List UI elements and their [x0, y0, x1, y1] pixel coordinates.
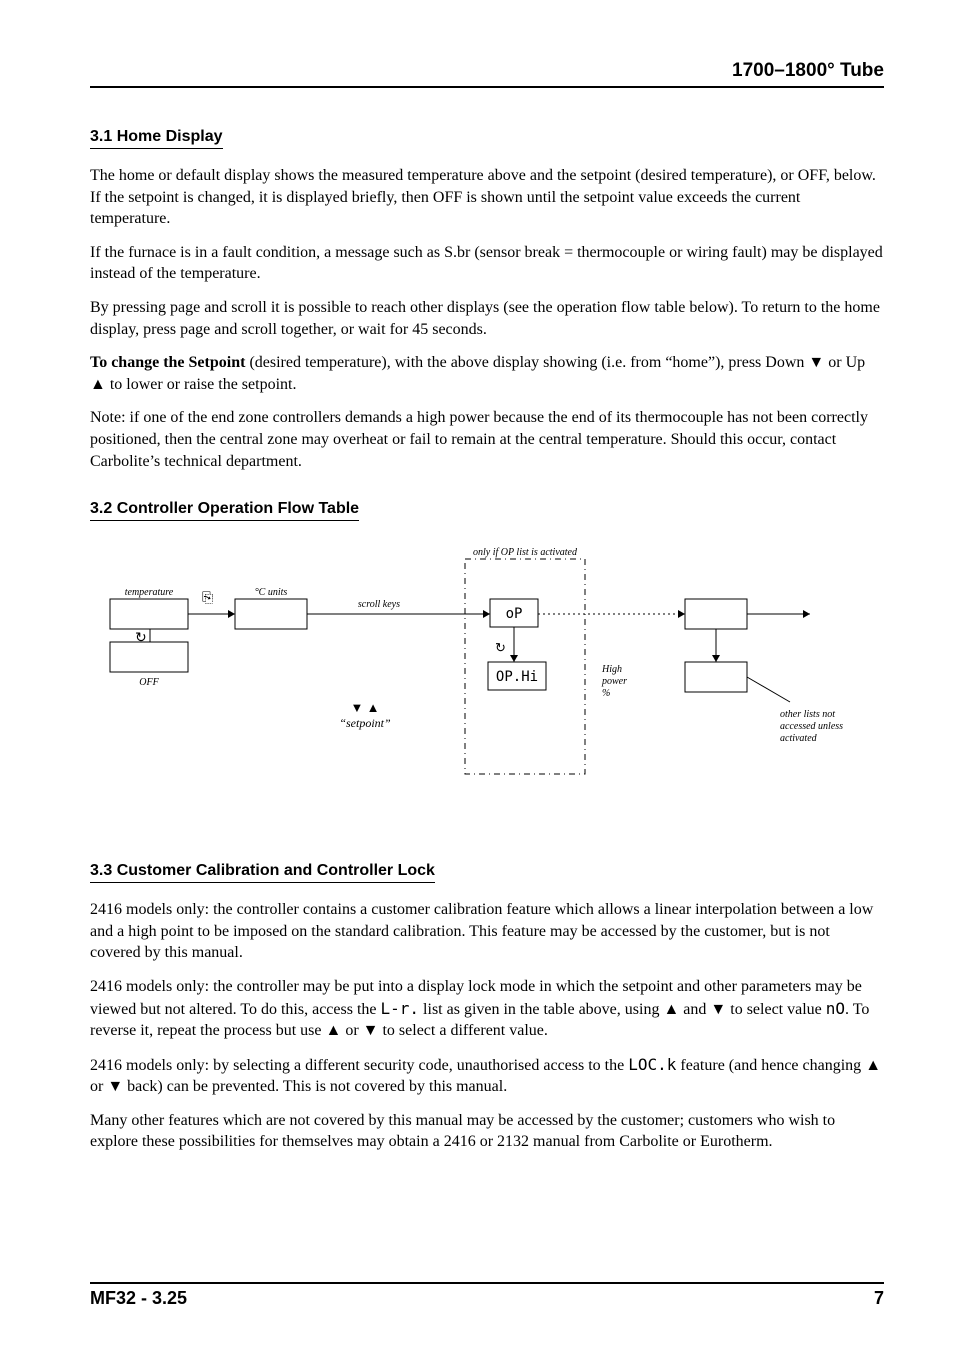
para-3-1-4: To change the Setpoint (desired temperat…: [90, 352, 884, 395]
p332c: and: [679, 1001, 710, 1018]
down-icon-4: ▼: [363, 1022, 379, 1039]
seg-lr: L-r.: [381, 999, 420, 1018]
lbl-onlyop: only if OP list is activated: [473, 547, 578, 558]
page-icon: ⎘: [202, 591, 213, 606]
footer-left: MF32 - 3.25: [90, 1288, 187, 1309]
section-title-3-1: 3.1 Home Display: [90, 128, 223, 149]
seg-ophi: OP.Hi: [496, 669, 538, 685]
para-3-1-2: If the furnace is in a fault condition, …: [90, 242, 884, 285]
lbl-scroll: scroll keys: [358, 599, 400, 610]
p333d: back) can be prevented. This is not cove…: [123, 1078, 507, 1095]
up-icon-4: ▲: [325, 1022, 341, 1039]
para-3-1-4b: (desired temperature), with the above di…: [249, 354, 808, 371]
seg-no: nO: [826, 999, 845, 1018]
svg-text:High: High: [601, 664, 622, 675]
loop-icon: ↻: [135, 631, 147, 646]
p332g: to select a different value.: [378, 1022, 547, 1039]
para-3-3-1: 2416 models only: the controller contain…: [90, 899, 884, 964]
down-icon-2: ▼: [351, 700, 364, 715]
flow-diagram: temperature OFF ↻ ⎘ °C units: [90, 547, 870, 832]
para-3-1-5: Note: if one of the end zone controllers…: [90, 407, 884, 472]
para-3-1-4d: to lower or raise the setpoint.: [106, 376, 297, 393]
down-icon-5: ▼: [107, 1078, 123, 1095]
page-footer: MF32 - 3.25 7: [90, 1282, 884, 1309]
para-3-1-4c: or Up: [824, 354, 865, 371]
svg-text:power: power: [601, 676, 627, 687]
para-3-1-1: The home or default display shows the me…: [90, 165, 884, 230]
section-title-3-3: 3.3 Customer Calibration and Controller …: [90, 862, 435, 883]
lbl-setpoint: “setpoint”: [339, 716, 391, 730]
para-3-3-2: 2416 models only: the controller may be …: [90, 976, 884, 1042]
section-3-2: 3.2 Controller Operation Flow Table temp…: [90, 500, 884, 832]
svg-text:▼ ▲: ▼ ▲: [351, 700, 380, 715]
seg-op: oP: [506, 606, 523, 622]
p332b: list as given in the table above, using: [419, 1001, 663, 1018]
p332d: to select value: [726, 1001, 826, 1018]
up-icon-5: ▲: [865, 1057, 881, 1074]
down-triangle-icon: ▼: [808, 354, 824, 371]
up-icon-2: ▲: [367, 700, 380, 715]
svg-text:accessed unless: accessed unless: [780, 721, 843, 732]
svg-text:other lists not: other lists not: [780, 709, 835, 720]
para-3-1-3: By pressing page and scroll it is possib…: [90, 297, 884, 340]
up-triangle-icon: ▲: [90, 376, 106, 393]
para-3-3-4: Many other features which are not covere…: [90, 1110, 884, 1153]
down-icon-3: ▼: [710, 1001, 726, 1018]
p332f: or: [341, 1022, 362, 1039]
section-3-3: 3.3 Customer Calibration and Controller …: [90, 862, 884, 1153]
setpoint-bold-label: To change the Setpoint: [90, 354, 249, 371]
section-3-1: 3.1 Home Display The home or default dis…: [90, 128, 884, 472]
seg-lock: LOC.k: [628, 1055, 676, 1074]
svg-text:%: %: [602, 688, 610, 699]
lbl-off: OFF: [139, 677, 159, 688]
p333b: feature (and hence changing: [676, 1057, 865, 1074]
lbl-units: °C units: [255, 587, 288, 598]
loop2-icon: ↻: [495, 640, 506, 655]
p333a: 2416 models only: by selecting a differe…: [90, 1057, 628, 1074]
lbl-temperature: temperature: [125, 587, 174, 598]
page-header: 1700–1800° Tube: [90, 60, 884, 88]
p333c: or: [90, 1078, 107, 1095]
section-title-3-2: 3.2 Controller Operation Flow Table: [90, 500, 359, 521]
para-3-3-3: 2416 models only: by selecting a differe…: [90, 1054, 884, 1098]
svg-text:activated: activated: [780, 733, 818, 744]
footer-right: 7: [874, 1288, 884, 1309]
flow-svg: temperature OFF ↻ ⎘ °C units: [90, 547, 870, 827]
up-icon-3: ▲: [663, 1001, 679, 1018]
